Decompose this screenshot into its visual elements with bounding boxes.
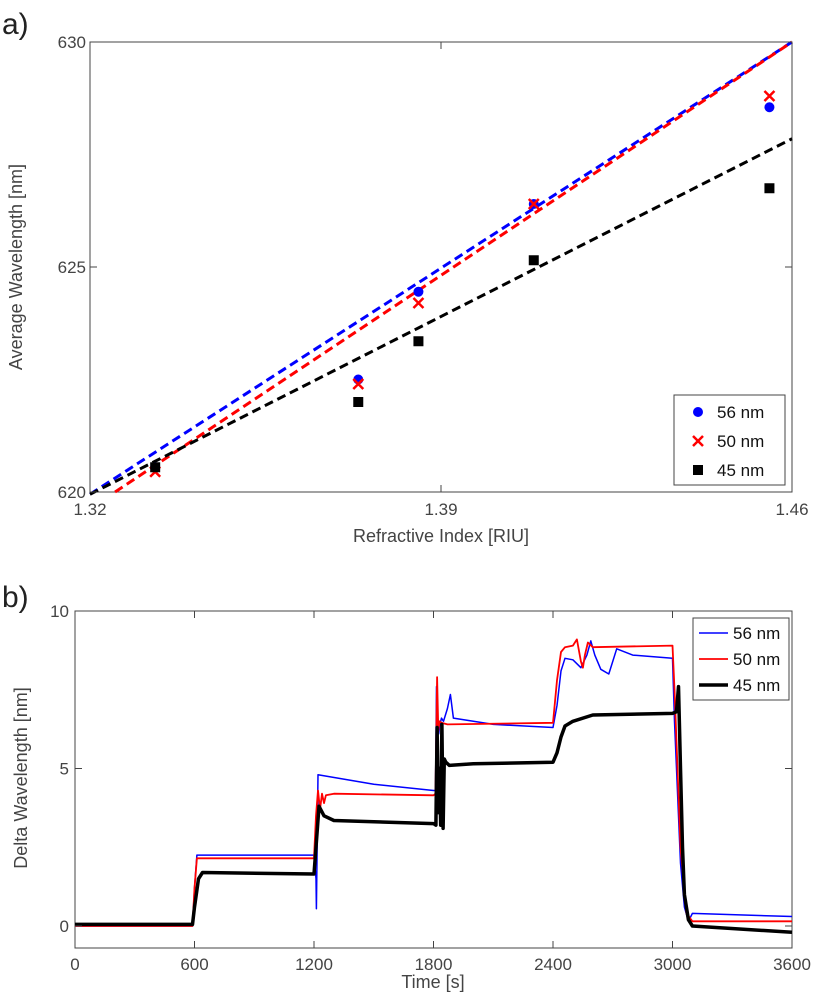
y-tick-label: 10 <box>50 602 69 621</box>
series-line-50-nm <box>75 638 792 927</box>
panel-b-legend: 56 nm 50 nm 45 nm <box>692 617 790 701</box>
x-tick-label: 2400 <box>534 955 572 974</box>
legend-label-50-nm: 50 nm <box>717 432 764 451</box>
panel-a-x-axis-label: Refractive Index [RIU] <box>353 526 529 546</box>
legend-label-45-nm: 45 nm <box>733 676 780 695</box>
x-tick-label: 1.46 <box>775 500 808 519</box>
legend-label-50-nm: 50 nm <box>733 650 780 669</box>
data-point-50-nm <box>527 198 540 210</box>
panel-b-label: b) <box>2 581 29 614</box>
legend-label-45-nm: 45 nm <box>717 461 764 480</box>
panel-a-fit-lines <box>89 40 793 496</box>
series-line-45-nm <box>75 684 793 935</box>
panel-b-ticks: 0 600 1200 1800 2400 3000 3600 0 5 10 <box>50 602 811 974</box>
x-tick-label: 3000 <box>654 955 692 974</box>
panel-a-data-points <box>149 90 776 478</box>
data-point-56-nm <box>413 286 424 297</box>
y-tick-label: 625 <box>58 258 86 277</box>
data-point-50-nm <box>763 90 776 102</box>
legend-marker-56-nm <box>693 407 703 417</box>
panel-a-legend: 56 nm 50 nm 45 nm <box>673 394 786 486</box>
panel-a-label: a) <box>2 8 29 41</box>
x-tick-label: 1800 <box>415 955 453 974</box>
panel-a-legend-box <box>673 394 786 486</box>
fit-line-45-nm <box>89 137 793 496</box>
x-tick-label: 600 <box>180 955 208 974</box>
x-tick-label: 0 <box>70 955 79 974</box>
legend-marker-50-nm <box>692 435 704 447</box>
data-point-45-nm <box>764 183 775 194</box>
fit-line-50-nm <box>114 40 793 494</box>
panel-a-chart: a) 1.32 1.39 1.46 620 625 630 Refractive Inde… <box>2 8 809 546</box>
legend-label-56-nm: 56 nm <box>733 624 780 643</box>
x-tick-label: 3600 <box>773 955 811 974</box>
data-point-45-nm <box>528 255 539 266</box>
data-point-45-nm <box>150 462 161 473</box>
y-tick-label: 620 <box>58 483 86 502</box>
data-point-45-nm <box>353 397 364 407</box>
x-tick-label: 1.39 <box>424 500 457 519</box>
data-point-50-nm <box>352 378 365 390</box>
panel-a-y-axis-label: Average Wavelength [nm] <box>6 164 26 370</box>
y-tick-label: 5 <box>60 760 69 779</box>
panel-b-chart: b) 0 600 1200 1800 2400 3000 3600 0 5 10 Time [s]… <box>2 581 811 992</box>
y-tick-label: 630 <box>58 33 86 52</box>
x-tick-label: 1200 <box>295 955 333 974</box>
data-point-56-nm <box>764 102 775 113</box>
legend-label-56-nm: 56 nm <box>717 403 764 422</box>
data-point-50-nm <box>412 297 425 309</box>
panel-b-series-lines <box>75 638 793 935</box>
panel-b-x-axis-label: Time [s] <box>401 972 464 992</box>
y-tick-label: 0 <box>60 917 69 936</box>
x-tick-label: 1.32 <box>73 500 106 519</box>
panel-b-y-axis-label: Delta Wavelength [nm] <box>11 687 31 868</box>
legend-marker-45-nm <box>693 465 703 475</box>
panel-a-ticks: 1.32 1.39 1.46 620 625 630 <box>58 33 809 519</box>
data-point-45-nm <box>413 336 424 347</box>
